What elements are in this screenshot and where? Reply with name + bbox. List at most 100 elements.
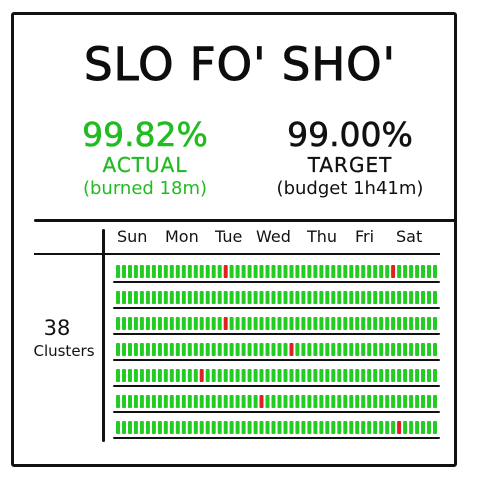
uptime-bar bbox=[337, 265, 342, 278]
uptime-bar bbox=[199, 265, 204, 278]
uptime-bar bbox=[415, 343, 420, 356]
uptime-bar bbox=[331, 343, 336, 356]
uptime-bar bbox=[253, 369, 258, 382]
uptime-bar bbox=[349, 265, 354, 278]
uptime-bar bbox=[319, 421, 324, 434]
uptime-bar bbox=[253, 421, 258, 434]
uptime-bar bbox=[397, 369, 402, 382]
uptime-bar bbox=[319, 317, 324, 330]
burn-bar bbox=[259, 395, 264, 408]
uptime-bar bbox=[229, 291, 234, 304]
uptime-bar bbox=[301, 265, 306, 278]
uptime-bar bbox=[325, 343, 330, 356]
uptime-bar bbox=[128, 343, 132, 356]
uptime-bar bbox=[122, 343, 126, 356]
uptime-bar bbox=[145, 291, 150, 304]
target-value: 99.00% bbox=[287, 115, 413, 154]
uptime-bar bbox=[265, 291, 270, 304]
uptime-bar bbox=[145, 343, 150, 356]
target-label: TARGET bbox=[307, 153, 393, 177]
uptime-bar bbox=[181, 265, 186, 278]
uptime-bar bbox=[313, 265, 318, 278]
uptime-bar bbox=[385, 265, 390, 278]
uptime-bar bbox=[229, 369, 234, 382]
uptime-bar bbox=[122, 317, 126, 330]
uptime-bar bbox=[277, 317, 282, 330]
uptime-bar bbox=[409, 265, 414, 278]
uptime-bar bbox=[247, 395, 252, 408]
uptime-bar bbox=[235, 343, 240, 356]
uptime-bar bbox=[343, 421, 348, 434]
uptime-bar bbox=[307, 265, 312, 278]
uptime-bar bbox=[289, 421, 294, 434]
uptime-bar bbox=[122, 265, 126, 278]
uptime-bar bbox=[169, 369, 174, 382]
uptime-bar bbox=[241, 317, 246, 330]
uptime-bar bbox=[271, 291, 276, 304]
uptime-bar bbox=[373, 291, 378, 304]
uptime-bar bbox=[367, 369, 372, 382]
uptime-bar bbox=[151, 265, 156, 278]
uptime-bar bbox=[211, 421, 216, 434]
uptime-bar bbox=[391, 395, 396, 408]
uptime-bar bbox=[133, 343, 138, 356]
uptime-bar bbox=[277, 291, 282, 304]
uptime-bar bbox=[361, 317, 366, 330]
uptime-bar bbox=[331, 317, 336, 330]
uptime-bar bbox=[331, 291, 336, 304]
uptime-bar bbox=[283, 395, 288, 408]
uptime-bar bbox=[163, 395, 168, 408]
uptime-bar bbox=[361, 343, 366, 356]
uptime-bar bbox=[337, 421, 342, 434]
burn-bar bbox=[223, 265, 228, 278]
uptime-bar bbox=[379, 343, 384, 356]
uptime-bar bbox=[295, 421, 300, 434]
uptime-bar bbox=[397, 265, 402, 278]
uptime-bar bbox=[116, 369, 120, 382]
uptime-bar bbox=[253, 343, 258, 356]
uptime-bar bbox=[193, 317, 198, 330]
target-note: (budget 1h41m) bbox=[276, 178, 424, 199]
uptime-bar bbox=[175, 265, 180, 278]
uptime-bar bbox=[355, 369, 360, 382]
uptime-bar bbox=[211, 369, 216, 382]
uptime-bar bbox=[116, 343, 120, 356]
uptime-bar bbox=[116, 395, 120, 408]
uptime-bar bbox=[277, 369, 282, 382]
uptime-bar bbox=[199, 421, 204, 434]
uptime-bar bbox=[181, 421, 186, 434]
uptime-bar bbox=[139, 317, 144, 330]
uptime-bar bbox=[175, 369, 180, 382]
uptime-bar bbox=[116, 265, 120, 278]
uptime-bar bbox=[397, 317, 402, 330]
uptime-bar bbox=[361, 369, 366, 382]
uptime-bar bbox=[253, 395, 258, 408]
uptime-bar bbox=[361, 421, 366, 434]
uptime-bar bbox=[271, 421, 276, 434]
uptime-bar bbox=[325, 291, 330, 304]
uptime-bar bbox=[133, 395, 138, 408]
uptime-bar bbox=[391, 369, 396, 382]
uptime-bar bbox=[409, 317, 414, 330]
uptime-bar bbox=[307, 343, 312, 356]
uptime-bar bbox=[139, 421, 144, 434]
uptime-bar bbox=[421, 265, 425, 278]
uptime-bar bbox=[217, 317, 222, 330]
uptime-bar bbox=[247, 343, 252, 356]
uptime-bar bbox=[122, 291, 126, 304]
uptime-bar bbox=[415, 291, 420, 304]
uptime-bar bbox=[349, 343, 354, 356]
uptime-bar bbox=[175, 317, 180, 330]
uptime-bar bbox=[187, 265, 192, 278]
uptime-bar bbox=[433, 395, 437, 408]
uptime-bar bbox=[349, 317, 354, 330]
uptime-bar bbox=[295, 395, 300, 408]
uptime-bar bbox=[169, 291, 174, 304]
page-title: SLO FO' SHO' bbox=[84, 38, 396, 92]
uptime-bar bbox=[133, 317, 138, 330]
burn-bar bbox=[223, 317, 228, 330]
uptime-bar bbox=[265, 317, 270, 330]
uptime-bar bbox=[415, 317, 420, 330]
uptime-bar bbox=[301, 369, 306, 382]
